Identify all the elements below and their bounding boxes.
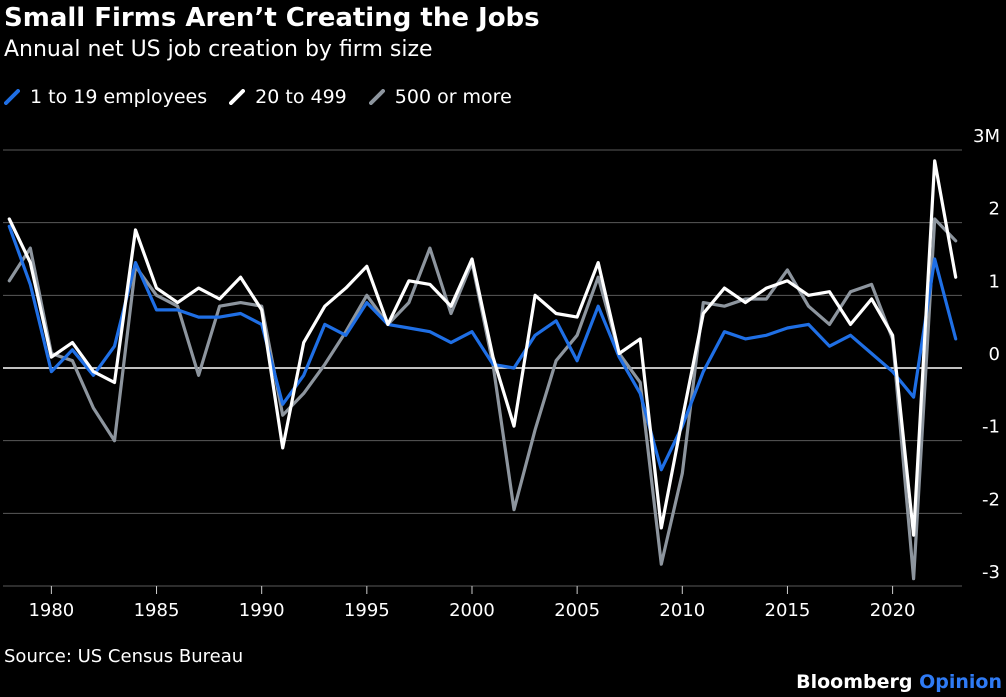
y-tick-label: 2 (989, 199, 1000, 220)
brand-suffix: Opinion (919, 671, 1002, 693)
x-tick-label: 2000 (449, 600, 495, 621)
x-tick-label: 2010 (659, 600, 705, 621)
legend-label-medium-firms: 20 to 499 (255, 86, 347, 108)
legend-swatch-large-firms (368, 89, 385, 105)
brand-name: Bloomberg (796, 671, 913, 693)
legend-label-small-firms: 1 to 19 employees (30, 86, 208, 108)
y-tick-label: 1 (989, 271, 1000, 292)
chart-title: Small Firms Aren’t Creating the Jobs (4, 3, 540, 33)
legend-swatch-medium-firms (229, 89, 246, 105)
brand-logo: Bloomberg Opinion (796, 671, 1002, 693)
axis-layer: -3 -2 -1 0 1 2 3M 1980 1985 1990 1995 2000 2005 2010 2… (28, 126, 1000, 621)
source-note: Source: US Census Bureau (4, 646, 244, 667)
x-tick-label: 2020 (870, 600, 916, 621)
series-line-20-to-499 (7, 159, 958, 537)
series-line-1-to-19-employees (7, 224, 958, 472)
y-tick-label: 3M (973, 126, 1000, 147)
legend: 1 to 19 employees 20 to 499 500 or more (4, 84, 534, 110)
legend-label-large-firms: 500 or more (394, 86, 512, 108)
x-tick-label: 1995 (344, 600, 390, 621)
x-tick-label: 1980 (28, 600, 74, 621)
chart-subtitle: Annual net US job creation by firm size (4, 37, 433, 62)
x-tick-label: 1990 (239, 600, 285, 621)
y-tick-label: -1 (982, 417, 1000, 438)
legend-item-small-firms: 1 to 19 employees (4, 86, 207, 108)
x-tick-label: 2015 (765, 600, 811, 621)
legend-item-large-firms: 500 or more (368, 86, 512, 108)
grid-layer (3, 149, 962, 587)
legend-swatch-small-firms (4, 89, 20, 105)
x-tick-label: 1985 (134, 600, 180, 621)
legend-item-medium-firms: 20 to 499 (229, 86, 347, 108)
x-tick-label: 2005 (554, 600, 600, 621)
series-layer (7, 159, 958, 581)
y-tick-label: 0 (989, 344, 1000, 365)
y-tick-label: -2 (982, 489, 1000, 510)
y-tick-label: -3 (982, 562, 1000, 583)
